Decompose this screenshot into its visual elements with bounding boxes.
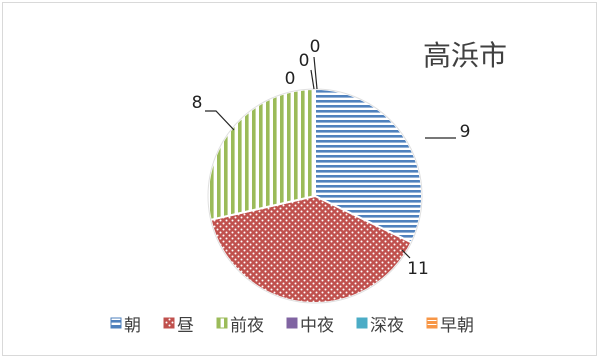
slice-3: [207, 87, 316, 222]
chart-title: 高浜市: [423, 39, 507, 72]
legend-swatch-2: [163, 317, 175, 329]
data-label-3: 8: [192, 93, 203, 113]
legend: 朝 昼 前夜 中夜 深夜 早朝: [110, 316, 474, 336]
data-label-6: 0: [310, 37, 321, 57]
legend-label-1: 朝: [124, 316, 141, 336]
legend-item-6: 早朝: [426, 316, 474, 336]
data-label-2: 11: [407, 259, 429, 279]
legend-label-5: 深夜: [370, 316, 404, 336]
data-labels: 9 11 8 000: [192, 37, 471, 279]
leader-line-5: [310, 69, 315, 90]
legend-swatch-3: [216, 317, 228, 329]
legend-swatch-5: [356, 317, 368, 329]
legend-item-2: 昼: [163, 316, 194, 336]
legend-swatch-6: [426, 317, 438, 329]
leader-line-3: [205, 110, 235, 131]
pie-outline: [207, 88, 423, 304]
data-label-1: 9: [460, 122, 471, 142]
legend-item-5: 深夜: [356, 316, 404, 336]
legend-swatch-4: [286, 317, 298, 329]
legend-label-6: 早朝: [440, 316, 474, 336]
legend-item-1: 朝: [110, 316, 141, 336]
label-leaders: [205, 56, 456, 259]
legend-item-4: 中夜: [286, 316, 334, 336]
legend-label-2: 昼: [177, 316, 194, 336]
data-label-4: 0: [285, 69, 296, 89]
legend-label-4: 中夜: [300, 316, 334, 336]
legend-swatch-1: [110, 317, 122, 329]
data-label-5: 0: [299, 51, 310, 71]
chart-frame: [2, 2, 597, 356]
leader-line-2: [401, 249, 411, 259]
legend-label-3: 前夜: [230, 316, 264, 336]
leader-line-6: [313, 56, 318, 90]
legend-item-3: 前夜: [216, 316, 264, 336]
pie-slices: [207, 87, 423, 304]
